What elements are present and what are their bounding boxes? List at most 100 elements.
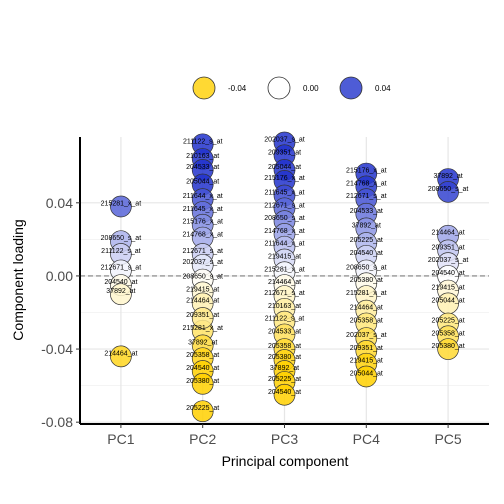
point-label: 37892_at bbox=[433, 173, 462, 180]
point-label: 212671_s_at bbox=[182, 248, 223, 255]
point-label: 205044_at bbox=[432, 297, 465, 304]
data-point bbox=[273, 383, 296, 406]
point-label: 208650_s_at bbox=[346, 264, 387, 271]
point-label: 211644_x_at bbox=[265, 241, 305, 248]
point-label: 202037_s_at bbox=[428, 257, 469, 264]
point-label: 205358_at bbox=[350, 317, 383, 324]
point-label: 205358_at bbox=[268, 343, 301, 350]
point-label: 211122_s_at bbox=[101, 248, 140, 255]
point-label: 210163_at bbox=[186, 153, 219, 160]
y-axis-ticks: -0.08 -0.04 0.00 0.04 bbox=[41, 195, 80, 430]
data-point bbox=[191, 307, 214, 329]
point-label: 205225_at bbox=[432, 317, 465, 324]
point-label: 214464_at bbox=[432, 230, 465, 237]
point-label: 214768_x_at bbox=[182, 232, 223, 239]
point-label: 204540_at bbox=[186, 365, 219, 372]
point-label: 214768_x_at bbox=[346, 180, 387, 187]
point-label: 204540_at bbox=[268, 389, 301, 396]
point-label: 202037_s_at bbox=[346, 332, 387, 339]
point-label: 211645_x_at bbox=[265, 189, 305, 196]
point-label: 205044_at bbox=[350, 370, 383, 377]
point-label: 214464_at bbox=[350, 305, 383, 312]
point-label: 202037_s_at bbox=[182, 259, 223, 266]
point-label: 205225_at bbox=[268, 376, 301, 383]
point-label: 205380_at bbox=[432, 343, 465, 350]
point-label: 214464_at bbox=[104, 350, 137, 357]
point-label: 202037_s_at bbox=[264, 136, 305, 143]
data-point bbox=[437, 338, 459, 360]
point-label: 37892_at bbox=[106, 288, 135, 295]
point-label: 211645_x_at bbox=[183, 206, 223, 213]
point-label: 211122_s_at bbox=[265, 316, 304, 323]
point-label: 210163_at bbox=[268, 303, 301, 310]
point-label: 208650_s_at bbox=[182, 274, 223, 281]
legend-key-low bbox=[192, 76, 216, 100]
point-label: 209351_at bbox=[432, 244, 465, 251]
points-layer bbox=[110, 131, 459, 423]
y-tick-label: -0.08 bbox=[41, 414, 73, 430]
point-label: 212671_s_at bbox=[264, 290, 305, 297]
point-label: 205225_at bbox=[186, 405, 219, 412]
legend-label-high: 0.04 bbox=[375, 84, 391, 93]
point-label: 219415_at bbox=[186, 286, 219, 293]
y-tick-label: 0.04 bbox=[46, 195, 73, 211]
legend-label-low: -0.04 bbox=[228, 84, 247, 93]
point-label: 215281_x_at bbox=[264, 266, 305, 273]
point-label: 37892_at bbox=[270, 365, 299, 372]
point-label: 212671_s_at bbox=[101, 264, 142, 271]
x-tick-label: PC5 bbox=[434, 431, 461, 447]
point-label: 219415_at bbox=[432, 285, 465, 292]
data-point bbox=[110, 283, 132, 306]
point-label: 204533_at bbox=[350, 208, 383, 215]
point-label: 205380_at bbox=[350, 277, 383, 284]
point-label: 215176_x_at bbox=[182, 219, 223, 226]
point-label: 205225_at bbox=[350, 237, 383, 244]
legend-key-mid bbox=[267, 76, 291, 100]
point-label: 212671_s_at bbox=[346, 193, 387, 200]
point-label: 205358_at bbox=[432, 330, 465, 337]
x-axis-ticks: PC1 PC2 PC3 PC4 PC5 bbox=[107, 424, 462, 447]
y-tick-label: -0.04 bbox=[41, 341, 73, 357]
y-axis-title: Component loading bbox=[10, 219, 26, 340]
point-label: 211122_s_at bbox=[183, 138, 222, 145]
point-label: 204540_at bbox=[104, 279, 137, 286]
point-label: 215176_x_at bbox=[264, 175, 305, 182]
point-label: 208650_s_at bbox=[428, 186, 469, 193]
point-label: 214464_at bbox=[268, 279, 301, 286]
y-tick-label: 0.00 bbox=[46, 268, 73, 284]
x-tick-label: PC2 bbox=[189, 431, 216, 447]
point-label: 209351_at bbox=[186, 312, 219, 319]
legend: -0.04 0.00 0.04 bbox=[192, 76, 391, 100]
point-label: 205380_at bbox=[268, 354, 301, 361]
legend-key-high bbox=[339, 76, 363, 100]
point-label: 204540_at bbox=[432, 270, 465, 277]
point-label: 208650_s_at bbox=[264, 215, 305, 222]
point-label: 37892_at bbox=[188, 339, 217, 346]
point-label: 205044_at bbox=[268, 164, 301, 171]
x-axis-title: Principal component bbox=[222, 453, 349, 469]
point-label: 215281_x_at bbox=[182, 325, 223, 332]
point-label: 209351_at bbox=[268, 149, 301, 156]
point-label: 205380_at bbox=[186, 378, 219, 385]
point-label: 211644_x_at bbox=[183, 193, 223, 200]
data-point bbox=[191, 400, 214, 423]
data-point bbox=[437, 180, 459, 203]
point-label: 219415_at bbox=[350, 358, 383, 365]
point-label: 215176_x_at bbox=[346, 168, 387, 175]
point-label: 205044_at bbox=[186, 179, 219, 186]
x-tick-label: PC3 bbox=[271, 431, 298, 447]
point-label: 209351_at bbox=[350, 345, 383, 352]
legend-label-mid: 0.00 bbox=[303, 84, 319, 93]
point-label: 208650_s_at bbox=[101, 235, 142, 242]
point-label: 214768_x_at bbox=[264, 228, 305, 235]
point-label: 215281_x_at bbox=[346, 290, 387, 297]
point-label: 212671_s_at bbox=[264, 202, 305, 209]
point-labels-layer: 215281_x_at 208650_s_at 211122_s_at 212671_… bbox=[101, 136, 469, 412]
data-point bbox=[110, 195, 132, 218]
data-point bbox=[110, 345, 132, 368]
point-label: 204533_at bbox=[186, 164, 219, 171]
point-label: 37892_at bbox=[352, 222, 381, 229]
point-label: 204540_at bbox=[350, 250, 383, 257]
point-label: 219415_at bbox=[268, 253, 301, 260]
